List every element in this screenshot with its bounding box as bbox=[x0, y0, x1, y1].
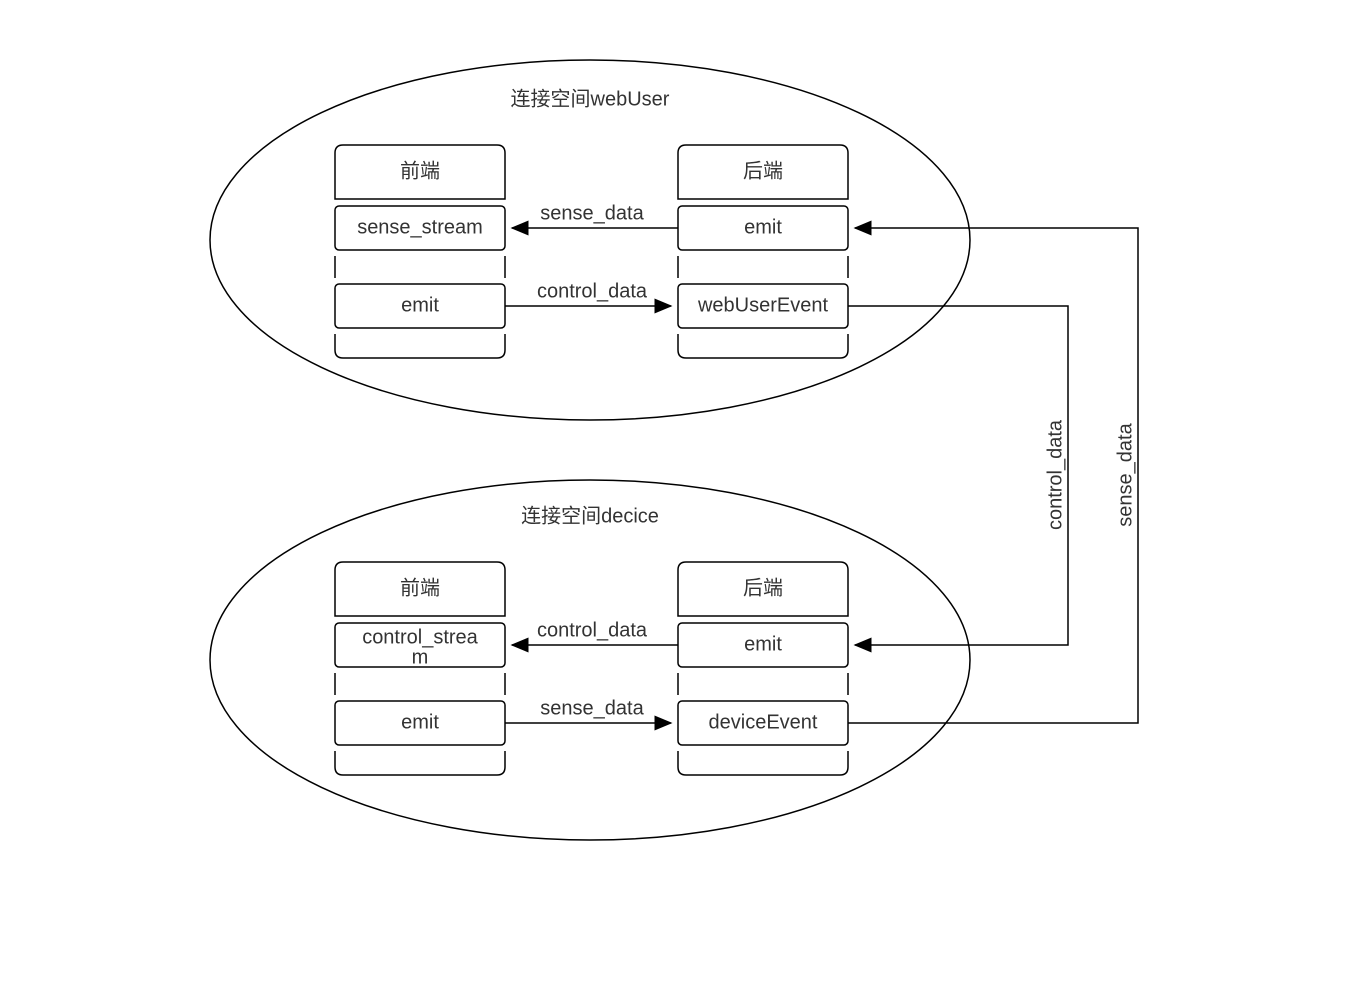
stack-bottom-right-header: 后端 bbox=[743, 576, 783, 599]
stack-bottom-right-row1: emit bbox=[744, 633, 782, 655]
stack-bottom-left: 前端 control_strea m emit bbox=[335, 562, 505, 775]
stack-top-left-header: 前端 bbox=[400, 159, 440, 182]
stack-bottom-right-row2: deviceEvent bbox=[709, 711, 818, 733]
stack-bottom-right: 后端 emit deviceEvent bbox=[678, 562, 848, 775]
ellipse-device bbox=[210, 480, 970, 840]
stack-top-left-row1: sense_stream bbox=[357, 216, 483, 238]
ellipse-webuser bbox=[210, 60, 970, 420]
stack-bottom-left-row1a: control_strea bbox=[362, 626, 478, 648]
edge-bottom-control-data-label: control_data bbox=[537, 619, 648, 641]
edge-outer-control-data-label: control_data bbox=[1044, 419, 1066, 530]
stack-top-left: 前端 sense_stream emit bbox=[335, 145, 505, 358]
stack-top-right-row2: webUserEvent bbox=[697, 294, 829, 316]
edge-outer-sense-data-label: sense_data bbox=[1114, 422, 1136, 526]
edge-bottom-sense-data-label: sense_data bbox=[540, 697, 644, 719]
stack-bottom-left-row1b: m bbox=[412, 646, 429, 668]
diagram-canvas: 连接空间webUser 连接空间decice 前端 sense_stream e… bbox=[0, 0, 1348, 984]
stack-top-right-header: 后端 bbox=[743, 159, 783, 182]
edge-outer-control-data bbox=[848, 306, 1068, 645]
ellipse-webuser-title: 连接空间webUser bbox=[511, 87, 670, 110]
stack-top-right: 后端 emit webUserEvent bbox=[678, 145, 848, 358]
stack-top-left-row2: emit bbox=[401, 294, 439, 316]
edge-top-control-data-label: control_data bbox=[537, 280, 648, 302]
stack-top-right-row1: emit bbox=[744, 216, 782, 238]
stack-bottom-left-row2: emit bbox=[401, 711, 439, 733]
stack-bottom-left-header: 前端 bbox=[400, 576, 440, 599]
edge-top-sense-data-label: sense_data bbox=[540, 202, 644, 224]
edge-outer-sense-data bbox=[848, 228, 1138, 723]
ellipse-device-title: 连接空间decice bbox=[521, 504, 659, 527]
